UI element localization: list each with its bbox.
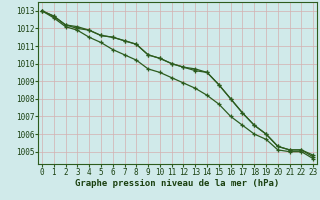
- X-axis label: Graphe pression niveau de la mer (hPa): Graphe pression niveau de la mer (hPa): [76, 179, 280, 188]
